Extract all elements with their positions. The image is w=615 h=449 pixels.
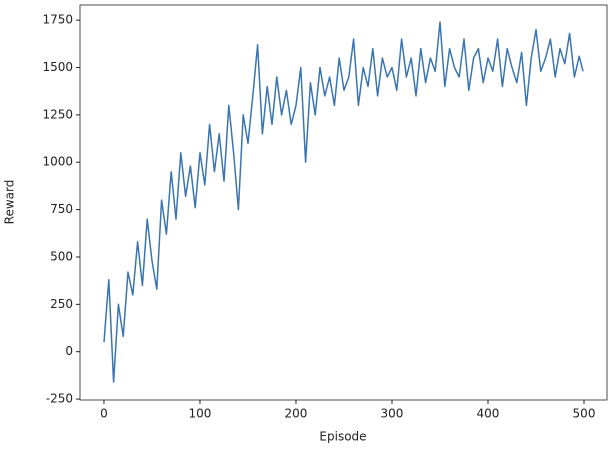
y-tick-label: 250 [50,297,73,311]
x-tick-label: 500 [573,407,596,421]
y-tick-label: 500 [50,249,73,263]
line [103,21,584,383]
y-tick-label: 1750 [42,13,73,27]
y-tick-label: 0 [65,344,73,358]
plot-frame [79,4,608,401]
y-axis-label: Reward [3,180,17,225]
y-tick-label: 1500 [42,60,73,74]
x-tick-label: 300 [381,407,404,421]
x-tick-label: 400 [477,407,500,421]
y-tick-label: 1000 [42,155,73,169]
y-tick-label: -250 [46,392,73,406]
x-tick-label: 100 [189,407,212,421]
y-tick-label: 750 [50,202,73,216]
y-tick-label: 1250 [42,107,73,121]
x-axis-label: Episode [319,430,366,444]
x-tick-label: 0 [100,407,108,421]
x-tick-label: 200 [285,407,308,421]
